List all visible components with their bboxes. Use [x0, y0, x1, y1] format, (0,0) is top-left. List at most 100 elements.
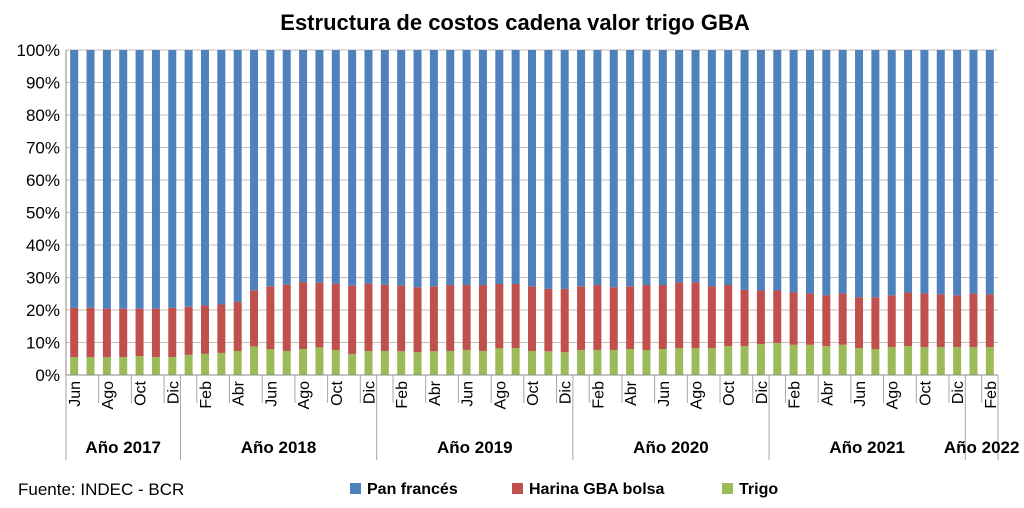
bar-pan-franc-s — [397, 50, 406, 286]
bar-pan-franc-s — [920, 50, 929, 294]
bar-trigo — [397, 351, 406, 375]
bar-pan-franc-s — [250, 50, 259, 291]
bar-pan-franc-s — [936, 50, 945, 295]
x-tick-label: Ago — [689, 381, 706, 410]
bar-pan-franc-s — [429, 50, 438, 287]
x-tick-label: Feb — [590, 381, 607, 409]
x-tick-label: Oct — [525, 380, 542, 405]
bar-trigo — [740, 346, 749, 375]
legend-swatch — [350, 483, 361, 494]
bar-trigo — [822, 346, 831, 375]
x-tick-label: Jun — [852, 381, 869, 407]
y-tick-label: 0% — [35, 366, 60, 385]
bar-trigo — [135, 356, 144, 375]
bar-harina-gba-bolsa — [691, 282, 700, 349]
bar-pan-franc-s — [740, 50, 749, 290]
bar-pan-franc-s — [184, 50, 193, 307]
source-note: Fuente: INDEC - BCR — [18, 480, 184, 499]
bar-pan-franc-s — [266, 50, 275, 287]
year-label: Año 2020 — [633, 438, 709, 457]
x-tick-label: Jun — [460, 381, 477, 407]
bar-pan-franc-s — [855, 50, 864, 298]
legend-swatch — [722, 483, 733, 494]
bar-harina-gba-bolsa — [413, 287, 422, 353]
bar-trigo — [315, 347, 324, 375]
bar-trigo — [331, 349, 340, 375]
bar-pan-franc-s — [86, 50, 95, 308]
x-tick-label: Abr — [427, 380, 444, 406]
bar-harina-gba-bolsa — [348, 285, 357, 354]
y-tick-label: 90% — [26, 74, 60, 93]
bar-trigo — [413, 352, 422, 375]
bar-harina-gba-bolsa — [217, 304, 226, 353]
bar-pan-franc-s — [119, 50, 128, 309]
bar-pan-franc-s — [135, 50, 144, 309]
bar-trigo — [560, 352, 569, 375]
y-tick-label: 60% — [26, 171, 60, 190]
bar-harina-gba-bolsa — [969, 293, 978, 348]
legend-label: Harina GBA bolsa — [529, 481, 665, 498]
bar-harina-gba-bolsa — [397, 285, 406, 352]
bar-trigo — [266, 349, 275, 375]
bar-pan-franc-s — [478, 50, 487, 285]
x-tick-label: Jun — [67, 381, 84, 407]
bar-harina-gba-bolsa — [707, 286, 716, 349]
bar-trigo — [936, 347, 945, 375]
bar-harina-gba-bolsa — [822, 295, 831, 347]
bar-harina-gba-bolsa — [495, 284, 504, 349]
bar-trigo — [904, 346, 913, 375]
bar-trigo — [920, 347, 929, 375]
bar-harina-gba-bolsa — [233, 301, 242, 351]
bar-trigo — [495, 348, 504, 375]
x-tick-label: Ago — [100, 381, 117, 410]
bar-trigo — [756, 344, 765, 375]
bar-pan-franc-s — [969, 50, 978, 294]
bar-trigo — [478, 350, 487, 375]
bar-trigo — [724, 346, 733, 375]
x-tick-label: Jun — [656, 381, 673, 407]
bar-pan-franc-s — [200, 50, 209, 306]
x-tick-label: Feb — [198, 381, 215, 409]
bar-pan-franc-s — [364, 50, 373, 284]
y-tick-label: 100% — [17, 41, 60, 60]
bar-trigo — [675, 348, 684, 375]
bar-pan-franc-s — [70, 50, 79, 308]
legend-swatch — [512, 483, 523, 494]
y-tick-label: 30% — [26, 269, 60, 288]
x-tick-label: Oct — [133, 380, 150, 405]
bar-harina-gba-bolsa — [70, 307, 79, 358]
bar-harina-gba-bolsa — [315, 282, 324, 348]
bar-pan-franc-s — [511, 50, 520, 284]
bar-trigo — [773, 342, 782, 375]
bar-pan-franc-s — [413, 50, 422, 288]
x-tick-label: Feb — [394, 381, 411, 409]
bar-harina-gba-bolsa — [740, 289, 749, 347]
year-label: Año 2019 — [437, 438, 513, 457]
bar-harina-gba-bolsa — [168, 307, 177, 358]
bar-pan-franc-s — [102, 50, 111, 309]
bar-trigo — [544, 351, 553, 375]
bar-pan-franc-s — [707, 50, 716, 287]
bar-harina-gba-bolsa — [642, 284, 651, 350]
bar-harina-gba-bolsa — [773, 290, 782, 343]
bar-pan-franc-s — [953, 50, 962, 296]
bar-harina-gba-bolsa — [920, 293, 929, 348]
bar-trigo — [609, 349, 618, 375]
bar-harina-gba-bolsa — [871, 297, 880, 349]
bar-pan-franc-s — [773, 50, 782, 291]
bar-trigo — [151, 357, 160, 375]
y-tick-label: 10% — [26, 334, 60, 353]
x-tick-label: Dic — [754, 381, 771, 404]
bar-pan-franc-s — [528, 50, 536, 287]
bar-trigo — [462, 349, 471, 375]
bar-pan-franc-s — [789, 50, 798, 293]
year-label: Año 2018 — [241, 438, 317, 457]
bar-trigo — [511, 348, 520, 375]
bar-pan-franc-s — [380, 50, 389, 285]
bar-pan-franc-s — [887, 50, 896, 296]
bar-trigo — [707, 348, 716, 375]
bar-pan-franc-s — [593, 50, 602, 285]
x-tick-label: Dic — [558, 381, 575, 404]
bar-pan-franc-s — [462, 50, 471, 285]
bar-harina-gba-bolsa — [429, 286, 438, 352]
